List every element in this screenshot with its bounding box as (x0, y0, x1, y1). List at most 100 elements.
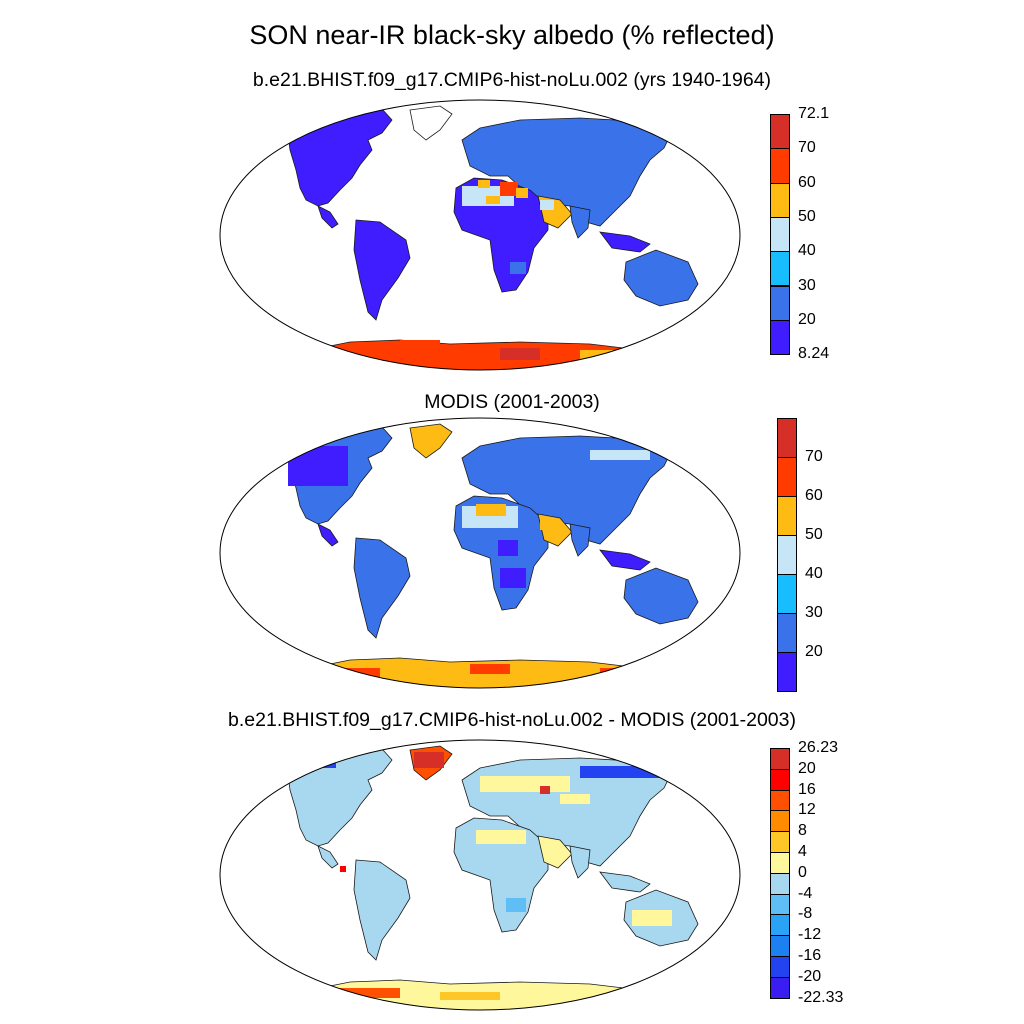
south-america-region (353, 219, 411, 321)
colorbar-label: 70 (798, 139, 816, 156)
albedo-cell-patch (500, 568, 526, 588)
globe-outline (219, 99, 741, 371)
colorbar-swatch (777, 535, 797, 575)
panel-1-subtitle: b.e21.BHIST.f09_g17.CMIP6-hist-noLu.002 … (252, 69, 772, 91)
india-region (569, 523, 591, 557)
colorbar-label: 40 (798, 242, 816, 259)
colorbar-swatch (770, 852, 790, 874)
australia-region (623, 567, 699, 625)
albedo-cell-patch (476, 504, 506, 516)
colorbar-label: 12 (798, 801, 816, 818)
colorbar-label: 26.23 (798, 739, 839, 756)
albedo-cell-patch (516, 188, 528, 198)
colorbar-swatch (770, 285, 790, 321)
colorbar-label: 40 (805, 565, 823, 582)
colorbar-label: 50 (805, 526, 823, 543)
colorbar-label: -16 (798, 947, 822, 964)
colorbar-label: 8.24 (798, 345, 830, 362)
colorbar-label: 30 (798, 277, 816, 294)
colorbar-swatch (770, 872, 790, 895)
colorbar-swatch (770, 768, 790, 791)
albedo-cell-patch (540, 518, 556, 530)
colorbar-label: 16 (798, 781, 816, 798)
colorbar-swatch (770, 216, 790, 253)
colorbar-swatch (770, 810, 790, 833)
indonesia-region (599, 549, 651, 571)
colorbar-label: 50 (798, 208, 816, 225)
colorbar-swatch (777, 496, 797, 536)
colorbar-label: 4 (798, 843, 807, 860)
globe-outline (219, 417, 741, 689)
colorbar-label: 30 (805, 604, 823, 621)
colorbar-label: 20 (798, 760, 816, 777)
eurasia-region (461, 435, 673, 545)
model-albedo-map (219, 99, 741, 371)
albedo-cell-patch (540, 786, 550, 794)
central-america-region (317, 205, 339, 229)
colorbar-swatch (770, 789, 790, 812)
albedo-cell-patch (486, 196, 500, 204)
colorbar-label: -20 (798, 968, 822, 985)
albedo-cell-patch (540, 200, 554, 210)
colorbar-swatch (770, 914, 790, 937)
colorbar-label: -8 (798, 905, 813, 922)
albedo-cell-patch (470, 664, 510, 674)
colorbar-swatch (777, 418, 797, 458)
colorbar-swatch (770, 935, 790, 957)
colorbar-swatch (770, 956, 790, 978)
albedo-cell-patch (498, 540, 518, 556)
albedo-cell-patch (500, 348, 540, 360)
colorbar-swatch (777, 574, 797, 614)
india-region (569, 845, 591, 879)
central-america-region (317, 845, 339, 869)
colorbar-label: 0 (798, 864, 807, 881)
colorbar-swatch (770, 319, 790, 356)
albedo-cell-patch (500, 182, 518, 196)
albedo-cell-patch (320, 988, 400, 998)
albedo-cell-patch (400, 340, 440, 350)
indonesia-region (599, 231, 651, 253)
colorbar-label: 20 (798, 311, 816, 328)
albedo-cell-patch (632, 910, 672, 926)
indonesia-region (599, 871, 651, 893)
colorbar-swatch (770, 182, 790, 218)
albedo-cell-patch (590, 450, 650, 460)
colorbar-label: 60 (798, 174, 816, 191)
albedo-cell-patch (414, 752, 444, 768)
colorbar-swatch (770, 893, 790, 916)
albedo-cell-patch (478, 180, 490, 188)
arabia-region (537, 835, 573, 869)
albedo-cell-patch (506, 898, 526, 912)
colorbar-swatch (770, 976, 790, 999)
albedo-cell-patch (540, 134, 630, 158)
central-america-region (317, 523, 339, 547)
modis-albedo-map (219, 417, 741, 689)
panel-2-subtitle: MODIS (2001-2003) (424, 391, 600, 413)
colorbar-swatch (770, 251, 790, 287)
south-america-region (353, 537, 411, 639)
albedo-cell-patch (470, 140, 510, 154)
colorbar-label: -22.33 (798, 989, 844, 1006)
colorbar-swatch (770, 831, 790, 853)
albedo-cell-patch (296, 758, 336, 768)
colorbar-swatch (770, 114, 790, 150)
colorbar-label: 70 (805, 448, 823, 465)
albedo-cell-patch (340, 866, 346, 872)
colorbar-label: -12 (798, 926, 822, 943)
figure-title: SON near-IR black-sky albedo (% reflecte… (249, 20, 775, 50)
albedo-cell-patch (480, 776, 570, 792)
colorbar-label: 60 (805, 487, 823, 504)
colorbar-label: 20 (805, 643, 823, 660)
greenland-region (409, 105, 453, 141)
albedo-cell-patch (440, 992, 500, 1000)
albedo-cell-patch (510, 262, 526, 274)
south-america-region (353, 859, 411, 961)
colorbar-swatch (777, 457, 797, 497)
greenland-region (409, 423, 453, 459)
panel-3-subtitle: b.e21.BHIST.f09_g17.CMIP6-hist-noLu.002 … (228, 709, 796, 731)
colorbar-swatch (777, 613, 797, 653)
colorbar-label: 8 (798, 822, 807, 839)
colorbar-label: 72.1 (798, 105, 830, 122)
colorbar-swatch (770, 148, 790, 184)
